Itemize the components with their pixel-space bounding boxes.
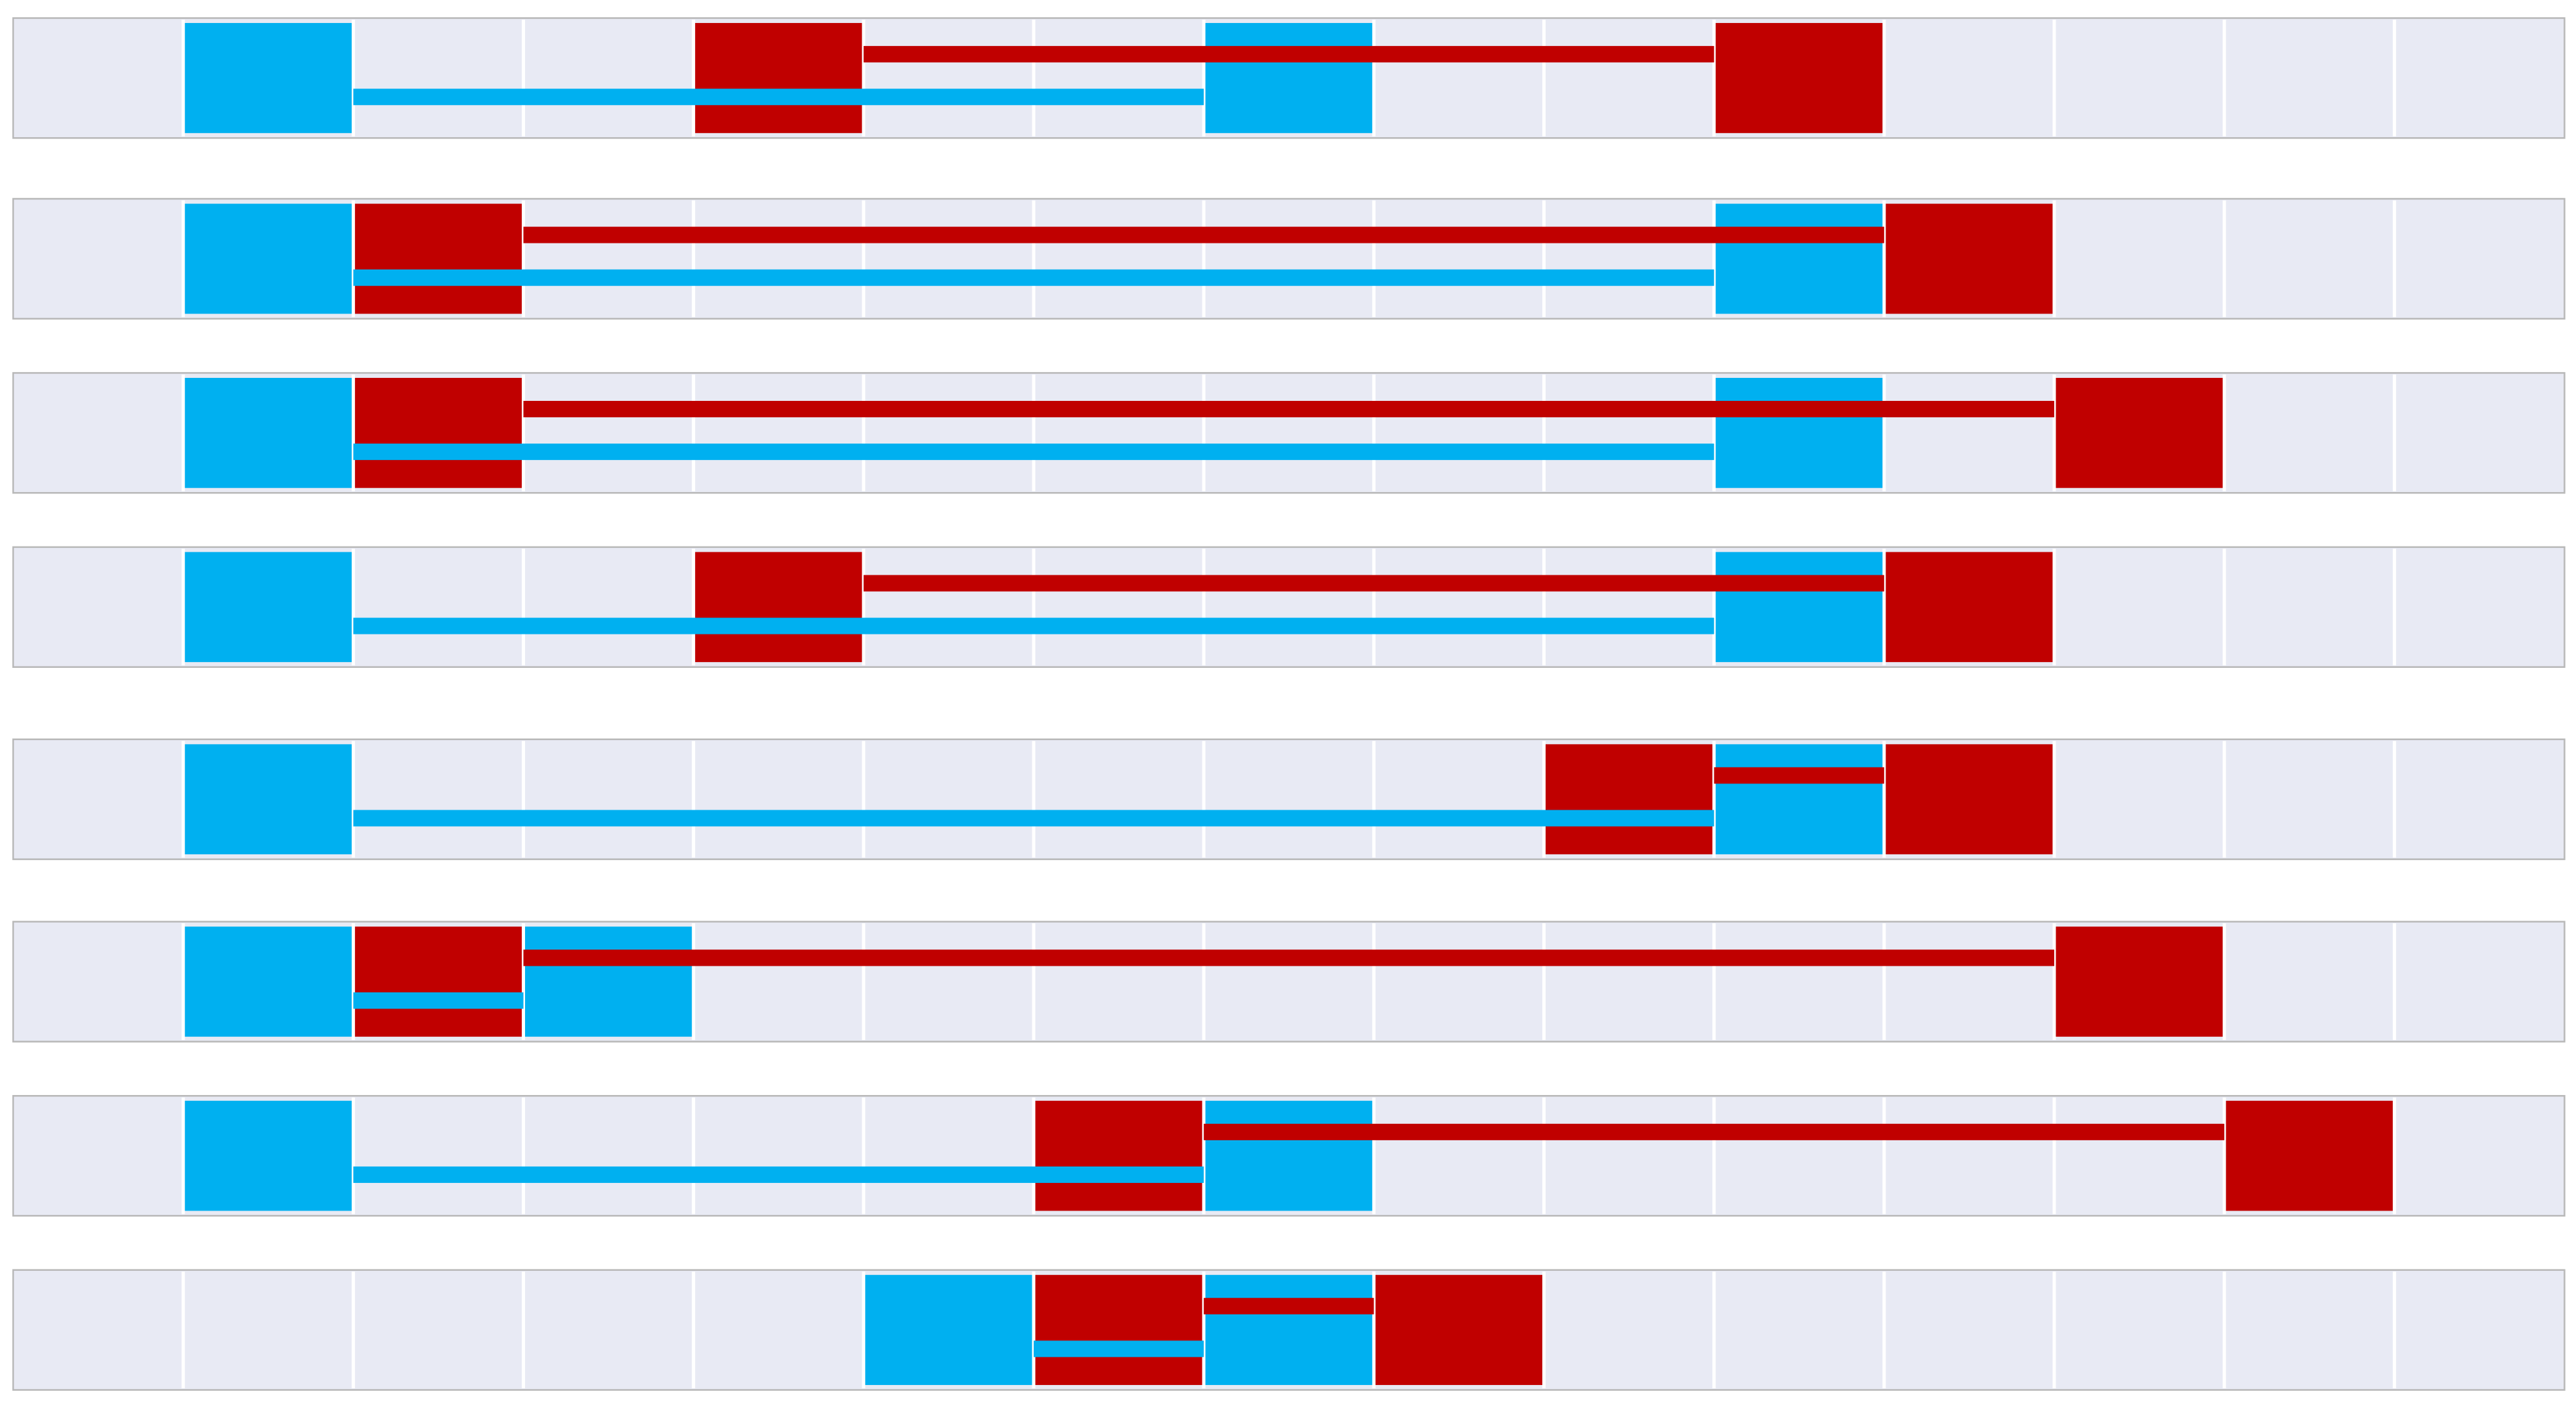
blue-link [353,617,1714,634]
blue-block [525,926,692,1037]
blue-block [865,1275,1032,1385]
red-block [695,552,862,663]
track [12,738,2565,860]
blue-block [1716,552,1883,663]
blue-link [353,444,1714,461]
red-link [1714,767,1884,784]
blue-link [353,810,1714,827]
blue-link [353,992,524,1009]
blue-link [353,89,1204,106]
blue-block [1716,744,1883,855]
red-link [523,226,1884,243]
red-block [695,23,862,133]
red-block [354,203,522,314]
blue-block [1716,203,1883,314]
red-link [1204,1123,2225,1140]
blue-block [184,552,352,663]
red-link [523,400,2054,418]
blue-block [184,744,352,855]
red-block [2056,926,2223,1037]
red-link [863,575,1884,592]
blue-block [184,926,352,1037]
red-block [1886,552,2053,663]
blue-block [184,23,352,133]
red-block [2226,1100,2393,1211]
red-block [2056,377,2223,488]
red-block [1035,1100,1202,1211]
blue-block [184,1100,352,1211]
blue-link [353,269,1714,286]
blue-block [1716,377,1883,488]
red-block [354,377,522,488]
red-block [1375,1275,1542,1385]
red-block [1546,744,1713,855]
red-link [863,46,1714,63]
red-block [1886,203,2053,314]
red-block [354,926,522,1037]
red-block [1716,23,1883,133]
blue-block [1205,1275,1372,1385]
red-block [1035,1275,1202,1385]
blue-block [184,377,352,488]
red-link [1204,1298,1374,1315]
blue-link [1034,1340,1204,1357]
blue-block [184,203,352,314]
track [12,546,2565,668]
blue-block [1205,1100,1372,1211]
red-link [523,949,2054,966]
blue-link [353,1166,1204,1183]
blue-block [1205,23,1372,133]
red-block [1886,744,2053,855]
